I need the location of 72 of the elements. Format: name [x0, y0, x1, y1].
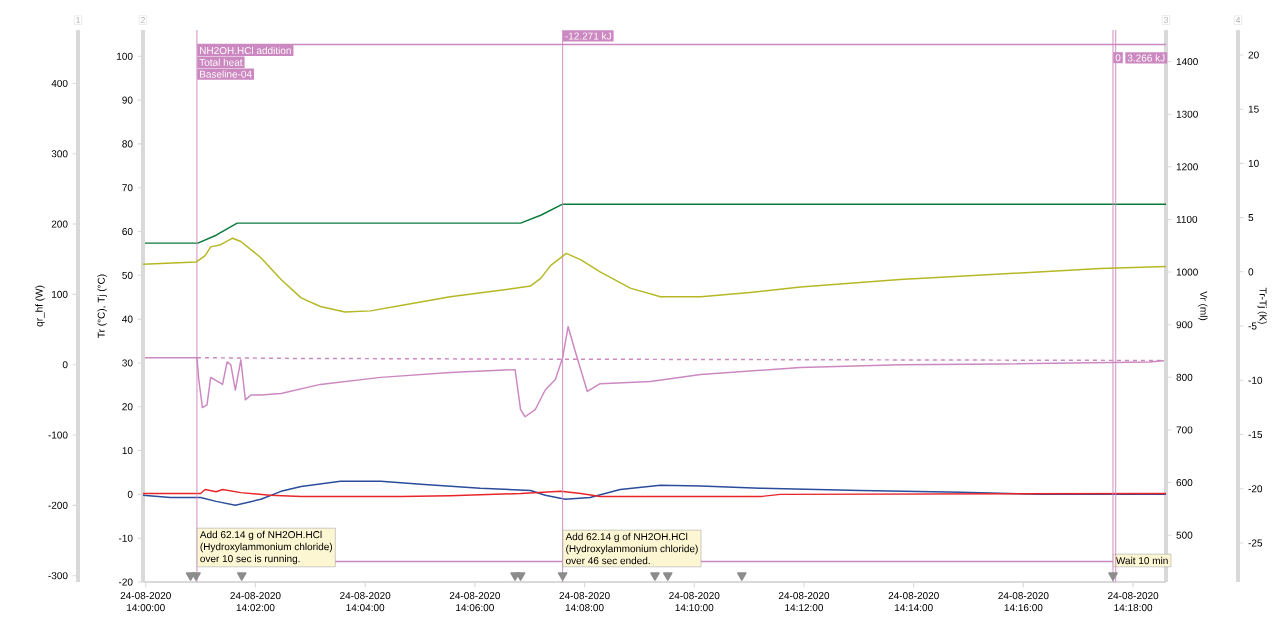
x-tick-label: 24-08-2020 14:12:00: [778, 592, 830, 612]
y-tick-label: 90: [122, 96, 133, 104]
x-tick-label: 24-08-2020 14:14:00: [888, 592, 939, 612]
annotation: Total heat: [199, 58, 243, 66]
x-tick-label: 24-08-2020 14:18:00: [1108, 592, 1159, 612]
y2-tick-label: -300: [48, 572, 68, 580]
y-tick-label: -25: [1248, 539, 1263, 547]
y-tick-label: 10: [122, 447, 133, 455]
y3-tick-label: 1200: [1176, 163, 1198, 171]
y-tick-label: -5: [1248, 322, 1257, 330]
y3-tick-label: 600: [1176, 479, 1193, 487]
line-series: [142, 237, 1167, 313]
y-tick-label: 50: [122, 271, 133, 279]
y-tick-label: 20: [122, 403, 133, 411]
line-series: [142, 203, 1167, 244]
y-tick-label: 80: [122, 140, 133, 148]
y-tick-label: 70: [122, 184, 133, 192]
y2-tick-label: 100: [52, 290, 68, 298]
annotation: -12.271 kJ: [565, 32, 611, 40]
y-tick-label: 40: [122, 315, 133, 323]
annotation: NH2OH.HCl addition: [200, 46, 291, 55]
x-tick-label: 24-08-2020 14:02:00: [230, 592, 281, 612]
y-tick-label: 0: [127, 490, 133, 498]
ref-line-label: Add 62.14 g of NH2OH.HCl (Hydroxylammonium chloride) over 10 sec is running.: [199, 530, 333, 565]
y2-axis-title: qr_hf (W): [35, 285, 45, 327]
y3-tick-label: 900: [1176, 321, 1193, 329]
ref-line-label: Add 62.14 g of NH2OH.HCl (Hydroxylammonium chloride) over 46 sec ended.: [565, 532, 698, 565]
y2-tick-label: 400: [51, 79, 68, 87]
x-tick-label: 24-08-2020 14:00:00: [120, 592, 171, 612]
y-tick-label: -10: [1248, 376, 1263, 384]
y3-tick-label: 1100: [1176, 215, 1198, 223]
x-tick-label: 24-08-2020 14:06:00: [449, 592, 501, 612]
text: 3: [1163, 16, 1169, 24]
y3-axis-title: Vr (ml): [1198, 291, 1208, 321]
x-tick-label: 24-08-2020 14:16:00: [998, 592, 1049, 612]
y-tick-label: 60: [122, 227, 133, 236]
x-tick-label: 24-08-2020 14:04:00: [340, 592, 391, 612]
annotation: Baseline-04: [200, 70, 252, 78]
line-series: [142, 488, 1167, 498]
y3-tick-label: 700: [1176, 426, 1193, 434]
y-tick-label: 10: [1248, 159, 1259, 167]
y-tick-label: 15: [1248, 105, 1259, 113]
y3-tick-label: 500: [1176, 531, 1193, 539]
y3-tick-label: 1400: [1176, 58, 1198, 66]
x-tick-label: 24-08-2020 14:10:00: [669, 592, 720, 612]
text: 2: [141, 17, 145, 24]
y2-tick-label: 0: [62, 361, 68, 369]
y2-tick-label: -100: [48, 431, 68, 439]
y-tick-label: -10: [118, 534, 133, 542]
y-tick-label: 30: [122, 359, 133, 367]
text: 4: [1235, 17, 1241, 24]
annotation: 3.266 kJ: [1127, 54, 1165, 62]
y-tick-label: 0: [1248, 268, 1254, 276]
y-tick-label: 100: [117, 52, 133, 60]
y2-tick-label: -200: [48, 501, 68, 509]
y-axis-title: Tr-Tj (K): [1257, 287, 1267, 324]
line-series: [142, 480, 1167, 507]
text: 1: [76, 17, 80, 24]
y2-tick-label: 300: [51, 150, 68, 158]
x-tick-label: 24-08-2020 14:08:00: [559, 592, 610, 612]
ref-line-label: Wait 10 min: [1115, 556, 1168, 565]
y-axis-title: Tr (°C), Tj (°C): [97, 274, 107, 338]
y-tick-label: -20: [1248, 485, 1263, 493]
y-tick-label: -20: [118, 578, 133, 586]
y3-tick-label: 800: [1176, 373, 1193, 381]
y3-tick-label: 1300: [1176, 110, 1198, 118]
y-tick-label: 5: [1248, 214, 1254, 222]
y-tick-label: -15: [1248, 431, 1263, 438]
annotation: 0: [1115, 54, 1121, 62]
y3-tick-label: 1000: [1176, 268, 1198, 276]
y-tick-label: 20: [1248, 51, 1259, 59]
y2-tick-label: 200: [51, 220, 68, 228]
